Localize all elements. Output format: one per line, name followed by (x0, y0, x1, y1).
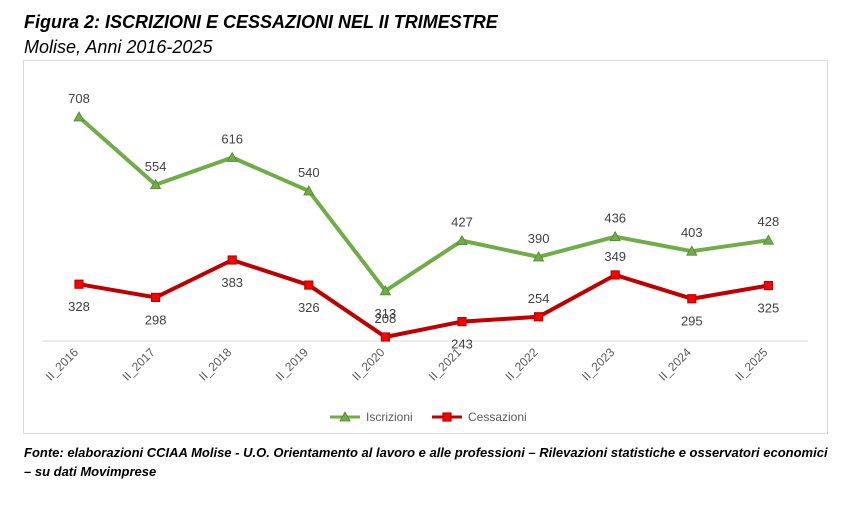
source-note: Fonte: elaborazioni CCIAA Molise - U.O. … (24, 445, 828, 479)
data-label: 254 (528, 291, 550, 306)
data-point-marker (304, 280, 314, 290)
data-label: 428 (758, 214, 780, 229)
data-point-marker (149, 178, 162, 190)
data-point-marker (227, 255, 237, 265)
x-tick-label: II_2016 (43, 345, 81, 383)
data-label: 616 (221, 131, 243, 146)
data-label: 427 (451, 215, 473, 230)
data-label: 313 (375, 306, 397, 321)
data-label: 326 (298, 300, 320, 315)
data-point-marker (610, 270, 620, 280)
chart-title: Figura 2: ISCRIZIONI E CESSAZIONI NEL II… (24, 12, 498, 32)
data-label: 328 (68, 299, 90, 314)
data-label: 436 (604, 211, 626, 226)
data-point-marker (151, 292, 161, 302)
x-tick-label: II_2022 (503, 345, 541, 383)
data-point-marker (457, 317, 467, 327)
data-point-marker (456, 234, 468, 246)
data-label: 298 (145, 312, 167, 327)
x-tick-label: II_2024 (656, 345, 694, 383)
data-point-marker (74, 279, 84, 289)
legend-label-cessazioni: Cessazioni (468, 410, 527, 424)
data-point-marker (763, 280, 774, 291)
data-point-marker (686, 245, 698, 256)
legend-marker-cessazioni (442, 412, 452, 422)
legend-label-iscrizioni: Iscrizioni (366, 410, 413, 424)
x-tick-label: II_2018 (196, 345, 234, 383)
data-point-marker (687, 294, 697, 304)
data-label: 243 (451, 337, 473, 352)
x-tick-label: II_2023 (579, 345, 617, 383)
data-point-marker (379, 284, 392, 296)
legend-marker-iscrizioni (339, 411, 351, 422)
x-tick-label: II_2019 (273, 345, 311, 383)
data-point-marker (226, 151, 238, 162)
data-label: 349 (604, 249, 626, 264)
data-label: 325 (758, 301, 780, 316)
x-tick-label: II_2025 (732, 345, 770, 383)
data-label: 403 (681, 225, 703, 240)
data-point-marker (73, 111, 85, 122)
chart-frame (23, 60, 828, 434)
series-line-iscrizioni (77, 115, 769, 293)
data-label: 708 (68, 91, 90, 106)
data-label: 554 (145, 159, 167, 174)
data-point-marker (609, 230, 621, 242)
x-tick-label: II_2017 (120, 345, 158, 383)
data-label: 390 (528, 231, 550, 246)
data-point-marker (533, 312, 544, 322)
x-tick-label: II_2020 (349, 345, 387, 383)
data-point-marker (380, 332, 390, 342)
data-point-marker (532, 251, 545, 262)
chart-subtitle: Molise, Anni 2016-2025 (24, 37, 213, 57)
data-point-marker (762, 234, 775, 245)
series-line-cessazioni (78, 258, 769, 339)
data-label: 295 (681, 314, 703, 329)
data-label: 208 (375, 311, 397, 326)
data-label: 383 (221, 275, 243, 290)
data-point-marker (303, 185, 315, 196)
data-label: 540 (298, 165, 320, 180)
